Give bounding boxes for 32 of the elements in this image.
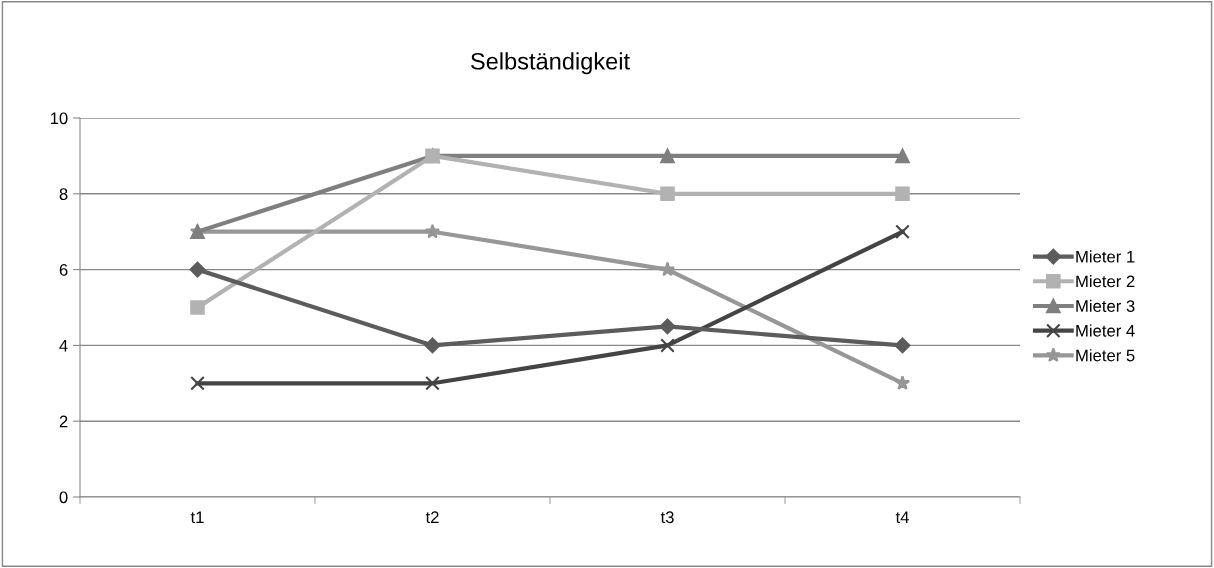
x-tick-label: t3 xyxy=(660,511,674,524)
y-tick-label: 0 xyxy=(59,491,68,504)
point xyxy=(424,337,441,354)
legend-label: Mieter 3 xyxy=(1076,299,1135,312)
point xyxy=(894,337,911,354)
x-tick-label: t1 xyxy=(190,511,204,524)
point xyxy=(660,148,675,164)
x-tick-label: t2 xyxy=(425,511,439,524)
y-tick-label: 10 xyxy=(50,112,68,125)
legend-label: Mieter 5 xyxy=(1076,349,1135,362)
y-tick-label: 8 xyxy=(59,188,68,200)
legend-label: Mieter 2 xyxy=(1076,275,1135,288)
legend-label: Mieter 1 xyxy=(1076,250,1135,263)
x-tick-label: t4 xyxy=(895,511,909,524)
y-tick-label: 2 xyxy=(59,415,68,428)
y-tick-label: 6 xyxy=(59,264,68,276)
point xyxy=(190,300,205,315)
point xyxy=(894,375,911,390)
point xyxy=(189,261,206,278)
point xyxy=(659,261,676,277)
chart-title: Selbständigkeit xyxy=(471,52,630,75)
point xyxy=(190,376,205,391)
point xyxy=(895,148,910,164)
y-tick-label: 4 xyxy=(59,339,68,352)
point xyxy=(660,338,675,353)
point xyxy=(895,186,910,202)
legend-label: Mieter 4 xyxy=(1076,324,1135,337)
point xyxy=(659,318,676,335)
point xyxy=(424,223,441,239)
point xyxy=(660,186,675,202)
point xyxy=(425,376,440,391)
point xyxy=(895,224,910,239)
